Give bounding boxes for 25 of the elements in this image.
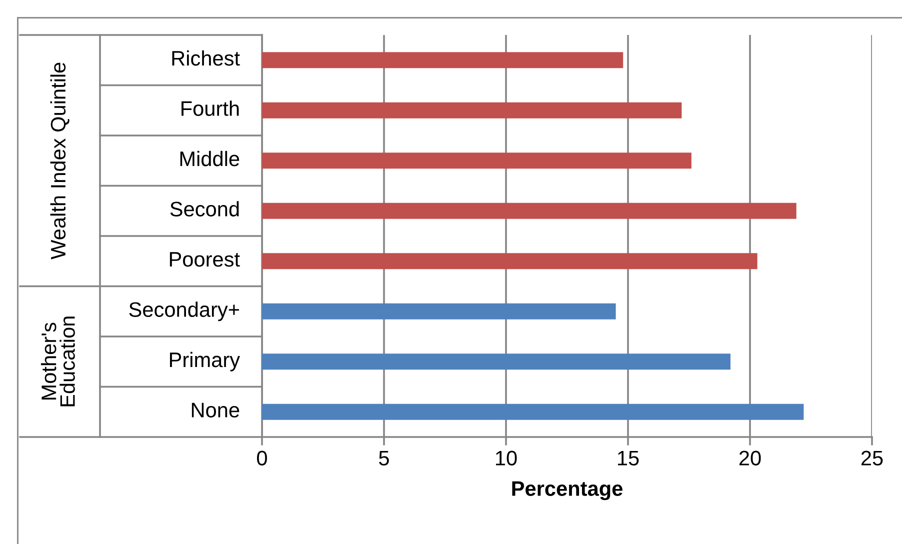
y-tick-label: Poorest bbox=[170, 252, 240, 267]
y-tick-label: Middle bbox=[180, 150, 240, 166]
bar bbox=[262, 354, 730, 370]
y-tick-label: None bbox=[192, 402, 240, 418]
y-tick-label: Secondary+ bbox=[129, 302, 240, 322]
x-tick-label: 10 bbox=[496, 450, 517, 466]
x-axis-title: Percentage bbox=[512, 481, 622, 500]
bar bbox=[262, 404, 804, 420]
x-tick-label: 20 bbox=[739, 450, 761, 466]
text: Wealth Index Quintile bbox=[50, 62, 70, 260]
y-tick-label: Richest bbox=[172, 50, 240, 66]
bar bbox=[262, 52, 624, 68]
x-tick-label: 25 bbox=[861, 450, 883, 466]
x-tick-label: 15 bbox=[618, 450, 639, 466]
y-tick-label: Fourth bbox=[182, 100, 239, 116]
bar bbox=[262, 102, 682, 118]
text: Mother's Education bbox=[40, 316, 75, 406]
bar bbox=[262, 202, 796, 219]
y-tick-label: Second bbox=[170, 201, 239, 216]
x-tick-label: 5 bbox=[379, 450, 389, 466]
y-tick-label: Primary bbox=[170, 352, 240, 372]
bar bbox=[262, 253, 758, 270]
bar bbox=[262, 152, 692, 169]
x-tick-label: 0 bbox=[257, 450, 267, 466]
bar bbox=[262, 303, 616, 320]
